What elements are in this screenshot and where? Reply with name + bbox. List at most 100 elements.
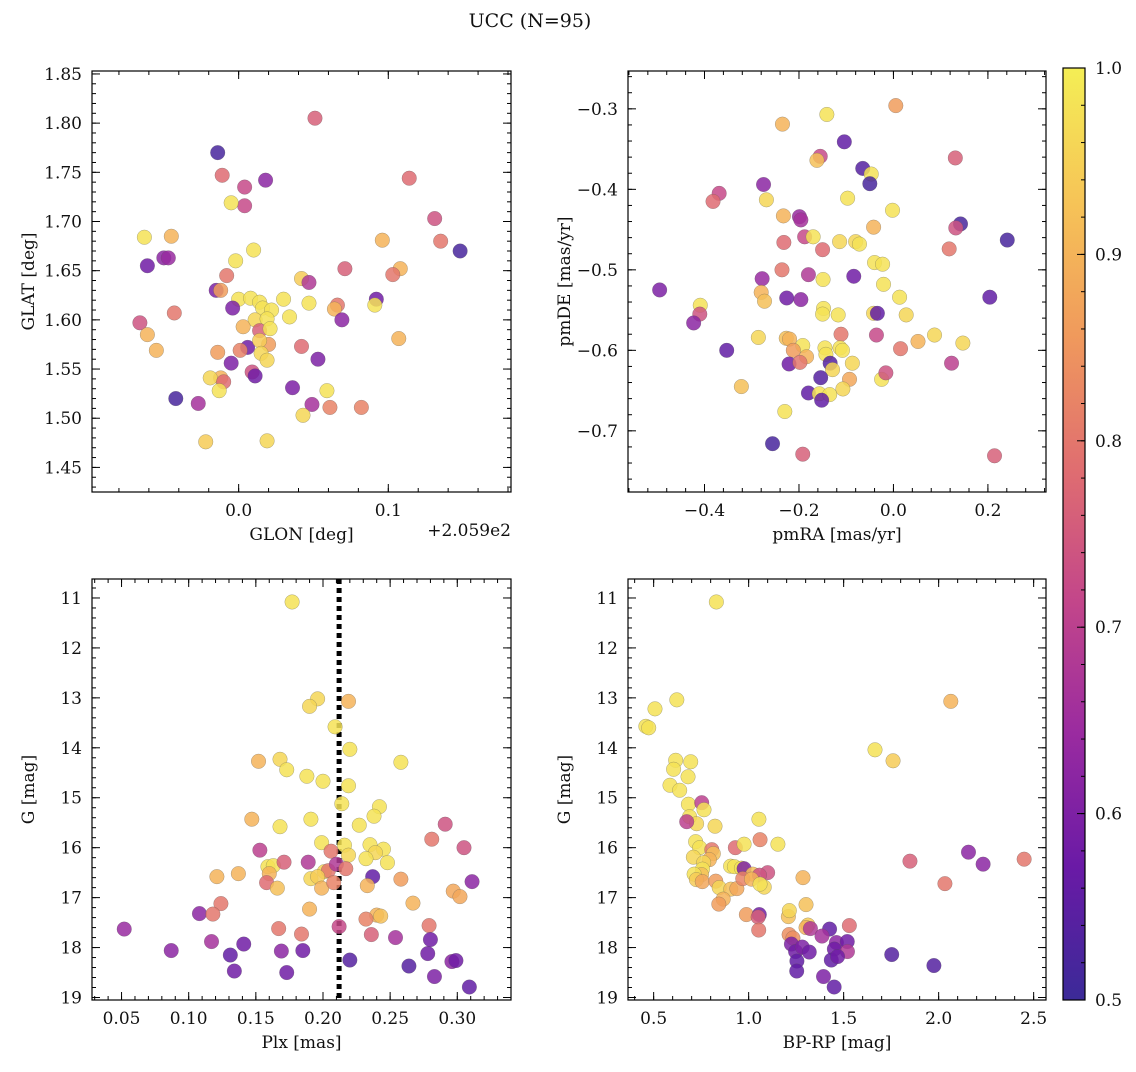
scatter-point	[885, 202, 901, 218]
scatter-point	[898, 307, 914, 323]
scatter-point	[163, 943, 179, 959]
scatter-point	[944, 355, 960, 371]
scatter-point	[331, 919, 347, 935]
panel-pmra-pmde: −0.4 −0.2 0.0 0.2 −0.7 −0.6 −0.5 −0.4 −0.3 pmRA […	[555, 70, 1047, 545]
scatter-point	[276, 854, 292, 870]
scatter-point	[213, 896, 229, 912]
scatter-point	[262, 321, 278, 337]
y-tick-label: 12	[596, 639, 618, 659]
scatter-point	[301, 274, 317, 290]
scatter-point	[358, 911, 374, 927]
scatter-point	[373, 908, 389, 924]
scatter-point	[342, 741, 358, 757]
scatter-point	[294, 338, 310, 354]
scatter-point	[987, 448, 1003, 464]
scatter-point	[647, 701, 663, 717]
x-tick-label: 0.0	[880, 501, 907, 521]
y-tick-label: 1.45	[44, 458, 82, 478]
scatter-point	[401, 170, 417, 186]
colorbar-tick-label: 0.9	[1095, 245, 1122, 265]
scatter-point	[683, 754, 699, 770]
scatter-point	[719, 342, 735, 358]
y-tick-label: 17	[60, 889, 82, 909]
scatter-point	[752, 876, 768, 892]
scatter-point	[876, 276, 892, 292]
scatter-point	[832, 234, 848, 250]
scatter-point	[452, 889, 468, 905]
scatter-point	[272, 819, 288, 835]
scatter-point	[686, 315, 702, 331]
scatter-point	[885, 753, 901, 769]
scatter-point	[160, 250, 176, 266]
y-tick-label: −0.4	[577, 180, 618, 200]
y-tick-label: 13	[596, 689, 618, 709]
scatter-point	[893, 341, 909, 357]
colorbar-tick-label: 1.0	[1095, 59, 1122, 79]
axis-ticks	[628, 71, 1046, 492]
scatter-point	[271, 921, 287, 937]
scatter-point	[139, 327, 155, 343]
scatter-point	[168, 391, 184, 407]
scatter-point	[452, 243, 468, 259]
scatter-point	[388, 930, 404, 946]
scatter-point	[337, 261, 353, 277]
scatter-point	[826, 979, 842, 995]
scatter-point	[246, 242, 262, 258]
scatter-point	[323, 843, 339, 859]
scatter-point	[209, 869, 225, 885]
scatter-point	[705, 193, 721, 209]
scatter-point	[219, 268, 235, 284]
y-axis-label: pmDE [mas/yr]	[555, 216, 575, 346]
y-tick-label: 17	[596, 889, 618, 909]
y-tick-label: 1.80	[44, 114, 82, 134]
scatter-point	[385, 267, 401, 283]
scatter-point	[777, 404, 793, 420]
scatter-points	[638, 594, 1032, 995]
y-tick-label: 18	[596, 939, 618, 959]
scatter-point	[902, 853, 918, 869]
y-tick-label: 1.75	[44, 163, 82, 183]
y-tick-label: 16	[596, 839, 618, 859]
scatter-point	[214, 167, 230, 183]
scatter-point	[926, 958, 942, 974]
scatter-point	[136, 229, 152, 245]
y-tick-label: 19	[596, 989, 618, 1009]
y-tick-label: 1.50	[44, 409, 82, 429]
scatter-point	[282, 309, 298, 325]
scatter-point	[342, 952, 358, 968]
scatter-point	[294, 926, 310, 942]
scatter-point	[259, 433, 275, 449]
x-axis-label: pmRA [mas/yr]	[772, 525, 901, 545]
scatter-point	[792, 354, 808, 370]
scatter-point	[223, 195, 239, 211]
y-tick-label: 1.55	[44, 360, 82, 380]
scatter-point	[770, 836, 786, 852]
y-tick-label: 1.70	[44, 212, 82, 232]
scatter-point	[456, 840, 472, 856]
y-tick-label: 13	[60, 689, 82, 709]
scatter-point	[982, 289, 998, 305]
scatter-point	[815, 242, 831, 258]
scatter-point	[814, 928, 830, 944]
scatter-point	[359, 878, 375, 894]
y-axis-label: G [mag]	[19, 755, 39, 824]
scatter-point	[235, 319, 251, 335]
scatter-point	[210, 145, 226, 161]
scatter-point	[405, 895, 421, 911]
scatter-point	[835, 381, 851, 397]
scatter-point	[789, 963, 805, 979]
scatter-point	[213, 282, 229, 298]
scatter-point	[367, 297, 383, 313]
scatter-point	[279, 965, 295, 981]
scatter-point	[284, 594, 300, 610]
scatter-point	[680, 769, 696, 785]
scatter-point	[191, 906, 207, 922]
scatter-point	[779, 290, 795, 306]
scatter-point	[422, 932, 438, 948]
scatter-point	[226, 963, 242, 979]
scatter-point	[420, 946, 436, 962]
scatter-point	[351, 817, 367, 833]
x-axis-label: Plx [mas]	[261, 1033, 341, 1053]
scatter-point	[776, 234, 792, 250]
